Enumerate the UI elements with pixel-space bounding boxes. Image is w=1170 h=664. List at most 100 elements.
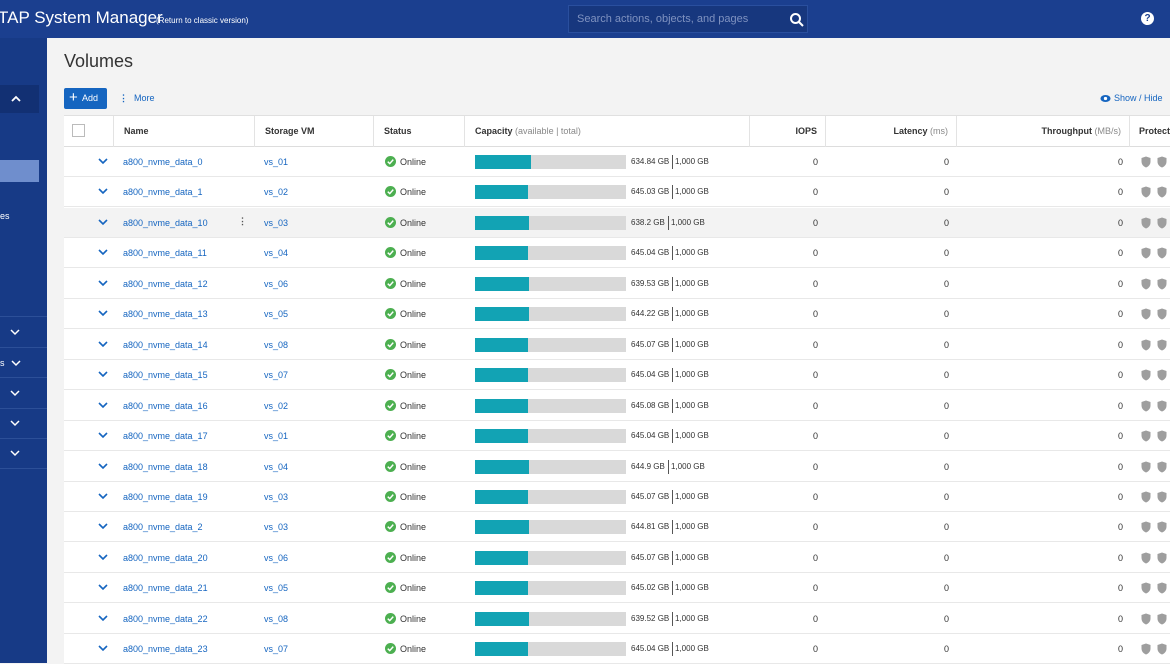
volume-name-link[interactable]: a800_nvme_data_2 bbox=[123, 522, 203, 533]
chevron-down-icon[interactable] bbox=[10, 328, 20, 336]
volume-name-link[interactable]: a800_nvme_data_14 bbox=[123, 339, 208, 350]
table-row[interactable]: a800_nvme_data_19 vs_03 Online 645.07 GB 1,0… bbox=[64, 482, 1170, 512]
table-row[interactable]: a800_nvme_data_13 vs_05 Online 644.22 GB 1,0… bbox=[64, 299, 1170, 330]
volume-name-link[interactable]: a800_nvme_data_16 bbox=[123, 400, 208, 411]
chevron-down-icon[interactable] bbox=[98, 157, 108, 165]
table-row[interactable]: a800_nvme_data_14 vs_08 Online 645.07 GB 1,0… bbox=[64, 330, 1170, 360]
volume-name-link[interactable]: a800_nvme_data_17 bbox=[123, 431, 208, 442]
chevron-down-icon[interactable] bbox=[98, 583, 108, 591]
table-row[interactable]: a800_nvme_data_20 vs_06 Online 645.07 GB 1,0… bbox=[64, 543, 1170, 573]
volume-name-link[interactable]: a800_nvme_data_10 bbox=[123, 217, 208, 228]
table-row[interactable]: a800_nvme_data_12 vs_06 Online 639.53 GB 1,0… bbox=[64, 269, 1170, 299]
more-actions-button[interactable]: ⋮ More bbox=[119, 93, 155, 104]
chevron-down-icon[interactable] bbox=[98, 340, 108, 348]
column-header-status[interactable]: Status bbox=[374, 116, 465, 147]
sidebar-collapse-button[interactable] bbox=[0, 85, 39, 113]
help-icon[interactable]: ? bbox=[1141, 12, 1154, 25]
storage-vm-link[interactable]: vs_07 bbox=[264, 370, 289, 381]
sidebar-item-label[interactable]: s bbox=[0, 358, 5, 368]
column-header-iops[interactable]: IOPS bbox=[750, 116, 826, 147]
capacity-bar bbox=[475, 489, 626, 504]
chevron-down-icon[interactable] bbox=[11, 359, 21, 367]
table-row[interactable]: a800_nvme_data_21 vs_05 Online 645.02 GB 1,0… bbox=[64, 573, 1170, 604]
chevron-down-icon[interactable] bbox=[98, 218, 108, 226]
volume-name-link[interactable]: a800_nvme_data_13 bbox=[123, 309, 208, 320]
volume-name-link[interactable]: a800_nvme_data_11 bbox=[123, 248, 207, 259]
storage-vm-link[interactable]: vs_01 bbox=[264, 157, 289, 167]
table-row[interactable]: a800_nvme_data_22 vs_08 Online 639.52 GB 1,0… bbox=[64, 604, 1170, 634]
chevron-down-icon[interactable] bbox=[98, 644, 108, 652]
chevron-down-icon[interactable] bbox=[98, 522, 108, 530]
table-row[interactable]: a800_nvme_data_2 vs_03 Online 644.81 GB 1,00… bbox=[64, 512, 1170, 543]
search-icon[interactable] bbox=[789, 12, 805, 28]
storage-vm-link[interactable]: vs_03 bbox=[264, 522, 289, 533]
table-row[interactable]: a800_nvme_data_18 vs_04 Online 644.9 GB 1,00… bbox=[64, 452, 1170, 482]
row-actions-icon[interactable]: ⋮ bbox=[238, 215, 247, 226]
show-hide-columns-button[interactable]: Show / Hide bbox=[1100, 93, 1163, 103]
search-input[interactable] bbox=[577, 6, 777, 32]
storage-vm-link[interactable]: vs_03 bbox=[264, 217, 289, 228]
select-all-checkbox[interactable] bbox=[72, 124, 85, 137]
volume-name-link[interactable]: a800_nvme_data_18 bbox=[123, 461, 208, 472]
chevron-down-icon[interactable] bbox=[98, 370, 108, 378]
table-row[interactable]: a800_nvme_data_15 vs_07 Online 645.04 GB 1,0… bbox=[64, 360, 1170, 391]
column-header-throughput[interactable]: Throughput (MB/s) bbox=[957, 116, 1130, 147]
chevron-down-icon[interactable] bbox=[98, 462, 108, 470]
storage-vm-link[interactable]: vs_05 bbox=[264, 583, 289, 594]
chevron-down-icon[interactable] bbox=[98, 309, 108, 317]
column-header-capacity[interactable]: Capacity (available | total) bbox=[465, 116, 750, 147]
column-header-protection[interactable]: Protect bbox=[1139, 126, 1170, 136]
volume-name-link[interactable]: a800_nvme_data_0 bbox=[123, 157, 203, 167]
table-row[interactable]: a800_nvme_data_16 vs_02 Online 645.08 GB 1,0… bbox=[64, 391, 1170, 421]
volume-name-link[interactable]: a800_nvme_data_12 bbox=[123, 278, 208, 289]
chevron-down-icon[interactable] bbox=[10, 389, 20, 397]
sidebar-item-label[interactable]: es bbox=[0, 211, 10, 221]
volume-name-link[interactable]: a800_nvme_data_23 bbox=[123, 644, 208, 655]
storage-vm-link[interactable]: vs_05 bbox=[264, 309, 289, 320]
storage-vm-link[interactable]: vs_06 bbox=[264, 552, 289, 563]
storage-vm-link[interactable]: vs_06 bbox=[264, 278, 289, 289]
throughput-value: 0 bbox=[1117, 491, 1123, 502]
table-row[interactable]: a800_nvme_data_10 ⋮ vs_03 Online 638.2 GB 1,0… bbox=[64, 207, 1170, 238]
chevron-down-icon[interactable] bbox=[10, 419, 20, 427]
storage-vm-link[interactable]: vs_01 bbox=[264, 431, 289, 442]
latency-value: 0 bbox=[943, 491, 949, 502]
table-row[interactable]: a800_nvme_data_11 vs_04 Online 645.04 GB 1,0… bbox=[64, 238, 1170, 269]
volume-name-link[interactable]: a800_nvme_data_20 bbox=[123, 552, 208, 563]
chevron-down-icon[interactable] bbox=[98, 279, 108, 287]
storage-vm-link[interactable]: vs_08 bbox=[264, 339, 289, 350]
chevron-down-icon[interactable] bbox=[98, 492, 108, 500]
chevron-down-icon[interactable] bbox=[98, 248, 108, 256]
sidebar-item-volumes[interactable] bbox=[0, 160, 39, 182]
volume-name-link[interactable]: a800_nvme_data_15 bbox=[123, 370, 208, 381]
table-row[interactable]: a800_nvme_data_23 vs_07 Online 645.04 GB 1,0… bbox=[64, 634, 1170, 664]
storage-vm-link[interactable]: vs_08 bbox=[264, 613, 289, 624]
volume-name-link[interactable]: a800_nvme_data_21 bbox=[123, 583, 208, 594]
storage-vm-link[interactable]: vs_04 bbox=[264, 461, 289, 472]
chevron-down-icon[interactable] bbox=[98, 401, 108, 409]
capacity-bar bbox=[475, 155, 626, 169]
table-row[interactable]: a800_nvme_data_1 vs_02 Online 645.03 GB 1,00… bbox=[64, 177, 1170, 208]
storage-vm-link[interactable]: vs_02 bbox=[264, 400, 289, 411]
table-row[interactable]: a800_nvme_data_0 vs_01 Online 634.84 GB 1,00… bbox=[64, 147, 1170, 177]
volume-name-link[interactable]: a800_nvme_data_19 bbox=[123, 491, 208, 502]
chevron-down-icon[interactable] bbox=[98, 553, 108, 561]
column-header-storage-vm[interactable]: Storage VM bbox=[255, 116, 374, 147]
add-volume-button[interactable]: + Add bbox=[64, 88, 107, 109]
chevron-down-icon[interactable] bbox=[10, 449, 20, 457]
storage-vm-link[interactable]: vs_07 bbox=[264, 644, 289, 655]
volume-name-link[interactable]: a800_nvme_data_22 bbox=[123, 613, 208, 624]
storage-vm-link[interactable]: vs_02 bbox=[264, 187, 289, 198]
table-row[interactable]: a800_nvme_data_17 vs_01 Online 645.04 GB 1,0… bbox=[64, 421, 1170, 452]
chevron-down-icon[interactable] bbox=[98, 614, 108, 622]
chevron-down-icon[interactable] bbox=[98, 187, 108, 195]
column-header-latency[interactable]: Latency (ms) bbox=[826, 116, 957, 147]
return-to-classic-link[interactable]: (Return to classic version) bbox=[156, 16, 249, 25]
storage-vm-link[interactable]: vs_04 bbox=[264, 248, 289, 259]
storage-vm-link[interactable]: vs_03 bbox=[264, 491, 289, 502]
capacity-used-fill bbox=[475, 398, 528, 413]
capacity-total: 1,000 GB bbox=[675, 187, 709, 197]
chevron-down-icon[interactable] bbox=[98, 431, 108, 439]
column-header-name[interactable]: Name bbox=[114, 116, 255, 147]
volume-name-link[interactable]: a800_nvme_data_1 bbox=[123, 187, 203, 198]
